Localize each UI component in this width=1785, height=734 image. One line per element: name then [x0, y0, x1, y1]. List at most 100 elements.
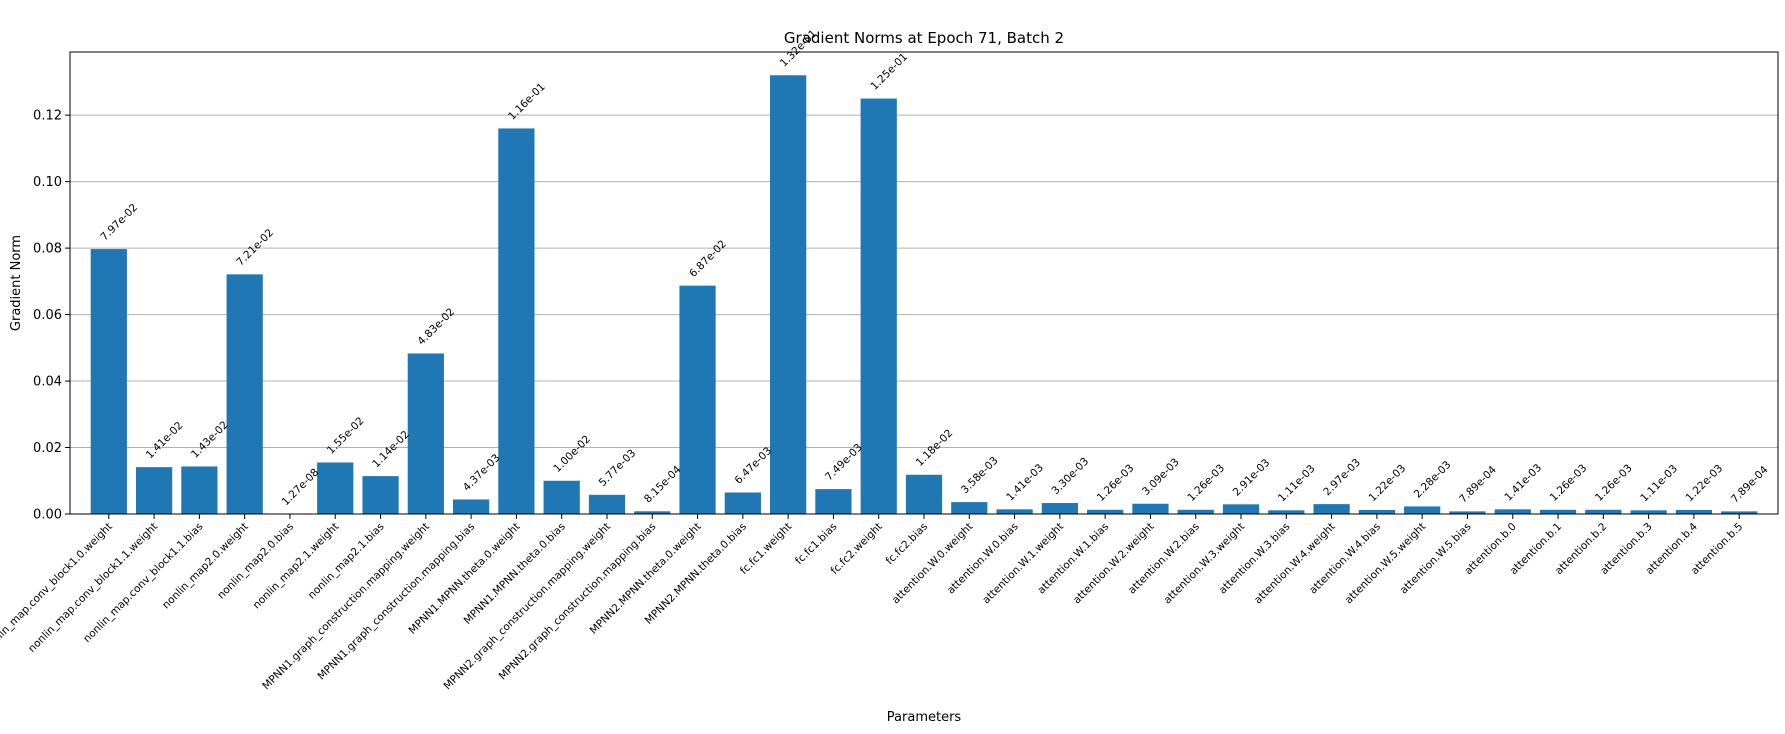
bar-value-label: 1.00e-02 — [551, 433, 593, 475]
bar-value-label: 2.91e-03 — [1231, 457, 1273, 499]
x-tick-label: fc.fc2.bias — [884, 521, 931, 568]
bar-value-label: 1.41e-03 — [1502, 462, 1544, 504]
bar-value-label: 1.16e-01 — [506, 81, 548, 123]
bar — [860, 98, 897, 514]
bar-value-label: 6.87e-02 — [687, 238, 729, 280]
x-tick-label: attention.W.1.weight — [980, 521, 1066, 607]
bar — [1630, 510, 1667, 514]
x-tick-label: attention.W.4.weight — [1252, 521, 1338, 607]
bar-value-label: 1.14e-02 — [370, 429, 412, 471]
bar-value-label: 5.77e-03 — [597, 447, 639, 489]
bar-value-label: 1.22e-03 — [1684, 462, 1726, 504]
y-tick-label: 0.02 — [33, 441, 62, 456]
bar-value-label: 2.28e-03 — [1412, 459, 1454, 501]
bar — [770, 75, 807, 515]
x-tick-label: attention.W.5.weight — [1343, 521, 1429, 607]
y-tick-label: 0.04 — [33, 375, 62, 390]
bar — [1087, 509, 1124, 514]
bar-value-label: 3.58e-03 — [959, 455, 1001, 497]
bar — [905, 474, 943, 514]
x-tick-label: attention.W.0.weight — [890, 521, 976, 607]
y-tick-label: 0.00 — [33, 508, 62, 523]
x-tick-label: MPNN2.graph_construction.mapping.bias — [497, 521, 659, 683]
bar-value-label: 1.26e-03 — [1095, 462, 1137, 504]
data-labels: 7.97e-021.41e-02 1.43e-027.21e-021.27e-08… — [98, 28, 1770, 508]
bar — [1449, 511, 1486, 514]
x-tick-label: nonlin_map2.0.bias — [215, 521, 296, 602]
bar — [1132, 503, 1169, 514]
bars — [90, 75, 1758, 515]
bar — [1721, 511, 1758, 514]
bar-value-label: 1.43e-02 — [189, 419, 231, 461]
x-tick-label: attention.W.2.weight — [1071, 521, 1157, 607]
x-tick-label: MPNN1.graph_construction.mapping.bias — [315, 521, 477, 683]
bar — [1404, 506, 1441, 514]
bar-value-label: 1.22e-03 — [1367, 462, 1409, 504]
bar-value-label: 1.26e-03 — [1185, 462, 1227, 504]
bar-value-label: 4.37e-03 — [461, 452, 503, 494]
bar — [1268, 510, 1305, 514]
bar — [1539, 509, 1577, 514]
x-tick-label: nonlin_map2.1.weight — [251, 521, 342, 612]
x-tick-label: fc.fc1.bias — [793, 521, 840, 568]
bar-value-label: 7.89e-04 — [1729, 464, 1771, 506]
x-tick-label: nonlin_map2.0.weight — [160, 521, 251, 612]
bar — [996, 509, 1033, 514]
bar — [407, 353, 444, 514]
y-axis-ticks: 0.00 0.02 0.04 0.06 0.08 0.10 0.12 — [33, 109, 70, 523]
y-tick-label: 0.10 — [33, 175, 62, 190]
bar — [815, 489, 852, 514]
bar — [1494, 509, 1531, 514]
bar — [1358, 509, 1396, 514]
bar — [226, 274, 263, 514]
bar — [1041, 503, 1078, 514]
bar-value-label: 6.47e-03 — [732, 445, 774, 487]
bar — [452, 499, 490, 514]
x-axis-label: Parameters — [887, 710, 962, 725]
bar — [1222, 504, 1260, 514]
grid-lines — [70, 114, 1778, 515]
x-tick-label: nonlin_map2.1.bias — [306, 521, 387, 602]
bar-value-label: 3.30e-03 — [1050, 455, 1092, 497]
bar — [724, 492, 761, 514]
y-tick-label: 0.06 — [33, 308, 62, 323]
bar-value-label: 1.26e-03 — [1548, 462, 1590, 504]
x-axis-ticks: nonlin_map.conv_block1.0.weightnonlin_ma… — [0, 514, 1745, 692]
bar — [362, 476, 399, 514]
bar-value-label: 7.97e-02 — [98, 201, 140, 243]
bar — [90, 249, 127, 514]
bar-value-label: 1.18e-02 — [914, 427, 956, 469]
bar-value-label: 1.55e-02 — [325, 415, 367, 457]
x-tick-label: attention.W.3.weight — [1161, 521, 1247, 607]
chart-title: Gradient Norms at Epoch 71, Batch 2 — [784, 29, 1064, 47]
bar-value-label: 8.15e-04 — [642, 463, 684, 505]
bar-value-label: 2.97e-03 — [1321, 457, 1363, 499]
bar — [1675, 509, 1713, 514]
bar — [181, 466, 218, 514]
bar — [498, 128, 535, 514]
bar — [317, 462, 354, 514]
bar-value-label: 4.83e-02 — [415, 306, 457, 348]
y-tick-label: 0.12 — [33, 109, 62, 124]
bar — [634, 511, 671, 514]
bar-value-label: 7.89e-04 — [1457, 464, 1499, 506]
bar — [543, 480, 580, 514]
bar — [135, 467, 173, 514]
bar — [1313, 504, 1350, 514]
bar — [679, 285, 716, 514]
bar-value-label: 1.25e-01 — [868, 51, 910, 93]
bar-value-label: 1.11e-03 — [1276, 463, 1318, 505]
bar — [951, 502, 988, 514]
plot-frame — [69, 51, 1779, 515]
y-tick-label: 0.08 — [33, 242, 62, 257]
x-tick-label: MPNN1.graph_construction.mapping.weight — [260, 521, 432, 693]
bar-value-label: 1.11e-03 — [1638, 463, 1680, 505]
bar — [1585, 509, 1622, 514]
bar — [1177, 509, 1214, 514]
bar-value-label: 1.26e-03 — [1593, 462, 1635, 504]
x-tick-label: MPNN2.graph_construction.mapping.weight — [441, 521, 613, 693]
bar-value-label: 1.41e-03 — [1004, 462, 1046, 504]
bar — [588, 494, 626, 514]
bar-value-label: 1.41e-02 — [144, 420, 186, 462]
